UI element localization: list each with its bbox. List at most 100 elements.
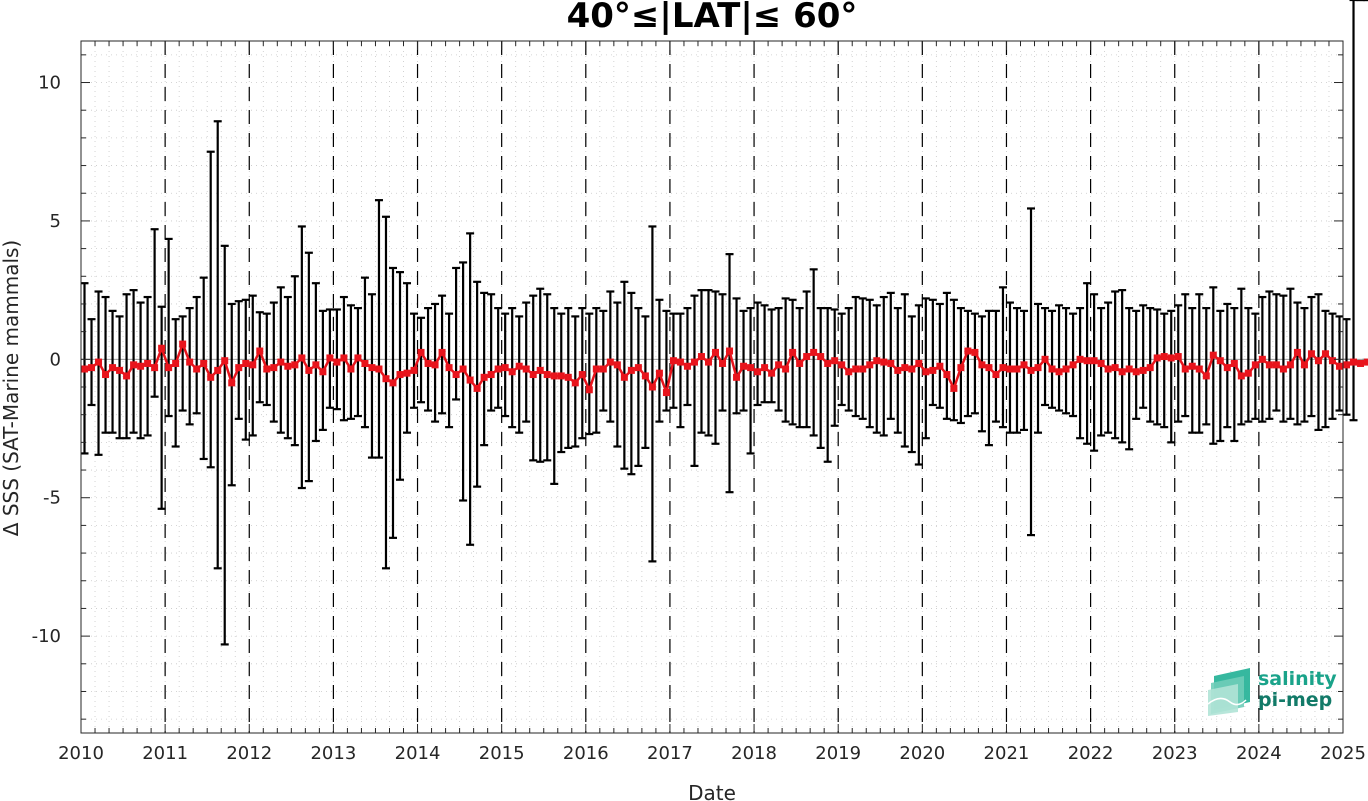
errorbar bbox=[844, 307, 853, 412]
errorbar bbox=[641, 315, 650, 449]
errorbar bbox=[942, 291, 951, 420]
errorbar bbox=[255, 311, 264, 404]
mean-point bbox=[796, 359, 804, 367]
errorbar bbox=[403, 282, 412, 434]
mean-series bbox=[81, 340, 1368, 397]
mean-point bbox=[102, 371, 110, 379]
mean-point bbox=[873, 357, 881, 365]
errorbar bbox=[627, 291, 636, 476]
mean-point bbox=[1314, 357, 1322, 365]
mean-point bbox=[985, 364, 993, 372]
mean-point bbox=[1364, 358, 1368, 366]
errorbar bbox=[928, 298, 937, 407]
mean-point bbox=[340, 354, 348, 362]
mean-point bbox=[838, 361, 846, 369]
errorbar bbox=[1195, 293, 1204, 434]
errorbar bbox=[683, 307, 692, 407]
chart-title: 40°≤|LAT|≤ 60° bbox=[567, 0, 858, 36]
errorbar bbox=[220, 244, 229, 646]
errorbar bbox=[227, 302, 236, 487]
errorbar bbox=[206, 150, 215, 469]
mean-point bbox=[1132, 368, 1140, 376]
errorbar bbox=[1202, 307, 1211, 426]
errorbar bbox=[410, 312, 419, 409]
errorbar bbox=[970, 312, 979, 415]
mean-point bbox=[613, 361, 621, 369]
errorbar bbox=[1048, 309, 1057, 409]
x-tick-label: 2012 bbox=[226, 743, 272, 764]
x-tick-label: 2023 bbox=[1152, 743, 1198, 764]
errorbar bbox=[1272, 293, 1281, 412]
mean-point bbox=[123, 372, 131, 380]
mean-point bbox=[326, 354, 334, 362]
errorbar bbox=[879, 295, 888, 437]
errorbar bbox=[816, 307, 825, 449]
mean-point bbox=[480, 373, 488, 381]
mean-point bbox=[214, 366, 222, 374]
x-axis-label: Date bbox=[688, 781, 736, 801]
errorbar bbox=[697, 289, 706, 434]
mean-point bbox=[1055, 368, 1063, 376]
mean-point bbox=[992, 371, 1000, 379]
errorbar bbox=[963, 309, 972, 418]
errorbar bbox=[508, 307, 517, 429]
errorbar bbox=[781, 297, 790, 423]
mean-point bbox=[1321, 350, 1329, 358]
mean-point bbox=[319, 368, 327, 376]
errorbar bbox=[1174, 304, 1183, 423]
errorbar bbox=[1349, 0, 1358, 422]
mean-point bbox=[417, 348, 425, 356]
mean-point bbox=[1286, 361, 1294, 369]
errorbar bbox=[473, 280, 482, 488]
mean-point bbox=[662, 389, 670, 397]
mean-point bbox=[1244, 369, 1252, 377]
mean-point bbox=[824, 359, 832, 367]
errorbar bbox=[1160, 312, 1169, 429]
errorbar bbox=[1167, 309, 1176, 444]
errorbar bbox=[178, 315, 187, 412]
errorbar bbox=[290, 275, 299, 447]
mean-point bbox=[634, 364, 642, 372]
errorbar bbox=[599, 309, 608, 412]
mean-point bbox=[571, 379, 579, 387]
errorbar bbox=[1188, 307, 1197, 434]
errorbar bbox=[522, 301, 531, 423]
mean-point bbox=[606, 358, 614, 366]
mean-point bbox=[1104, 365, 1112, 373]
mean-point bbox=[207, 373, 215, 381]
mean-point bbox=[957, 364, 965, 372]
mean-point bbox=[1357, 359, 1365, 367]
logo-line2: pi-mep bbox=[1258, 689, 1332, 711]
errorbar bbox=[1062, 307, 1071, 415]
mean-point bbox=[908, 365, 916, 373]
mean-point bbox=[648, 383, 656, 391]
errorbar bbox=[1132, 309, 1141, 420]
errorbar bbox=[739, 309, 748, 412]
errorbar bbox=[353, 307, 362, 418]
mean-point bbox=[754, 368, 762, 376]
errorbar bbox=[991, 309, 1000, 423]
mean-point bbox=[1223, 364, 1231, 372]
mean-point bbox=[1230, 359, 1238, 367]
mean-point bbox=[1328, 357, 1336, 365]
mean-point bbox=[1202, 372, 1210, 380]
mean-point bbox=[130, 361, 138, 369]
mean-point bbox=[221, 357, 229, 365]
errorbar bbox=[830, 308, 839, 427]
mean-point bbox=[894, 366, 902, 374]
errorbar bbox=[984, 309, 993, 447]
errorbar bbox=[367, 293, 376, 459]
mean-point bbox=[1167, 354, 1175, 362]
errorbar bbox=[788, 298, 797, 426]
y-tick-label: -5 bbox=[43, 488, 61, 509]
mean-point bbox=[1153, 354, 1161, 362]
errorbar bbox=[1076, 307, 1085, 440]
mean-point bbox=[165, 364, 173, 372]
errorbar bbox=[1328, 312, 1337, 420]
errorbar bbox=[157, 305, 166, 510]
errorbar bbox=[1279, 294, 1288, 423]
mean-point bbox=[1097, 359, 1105, 367]
